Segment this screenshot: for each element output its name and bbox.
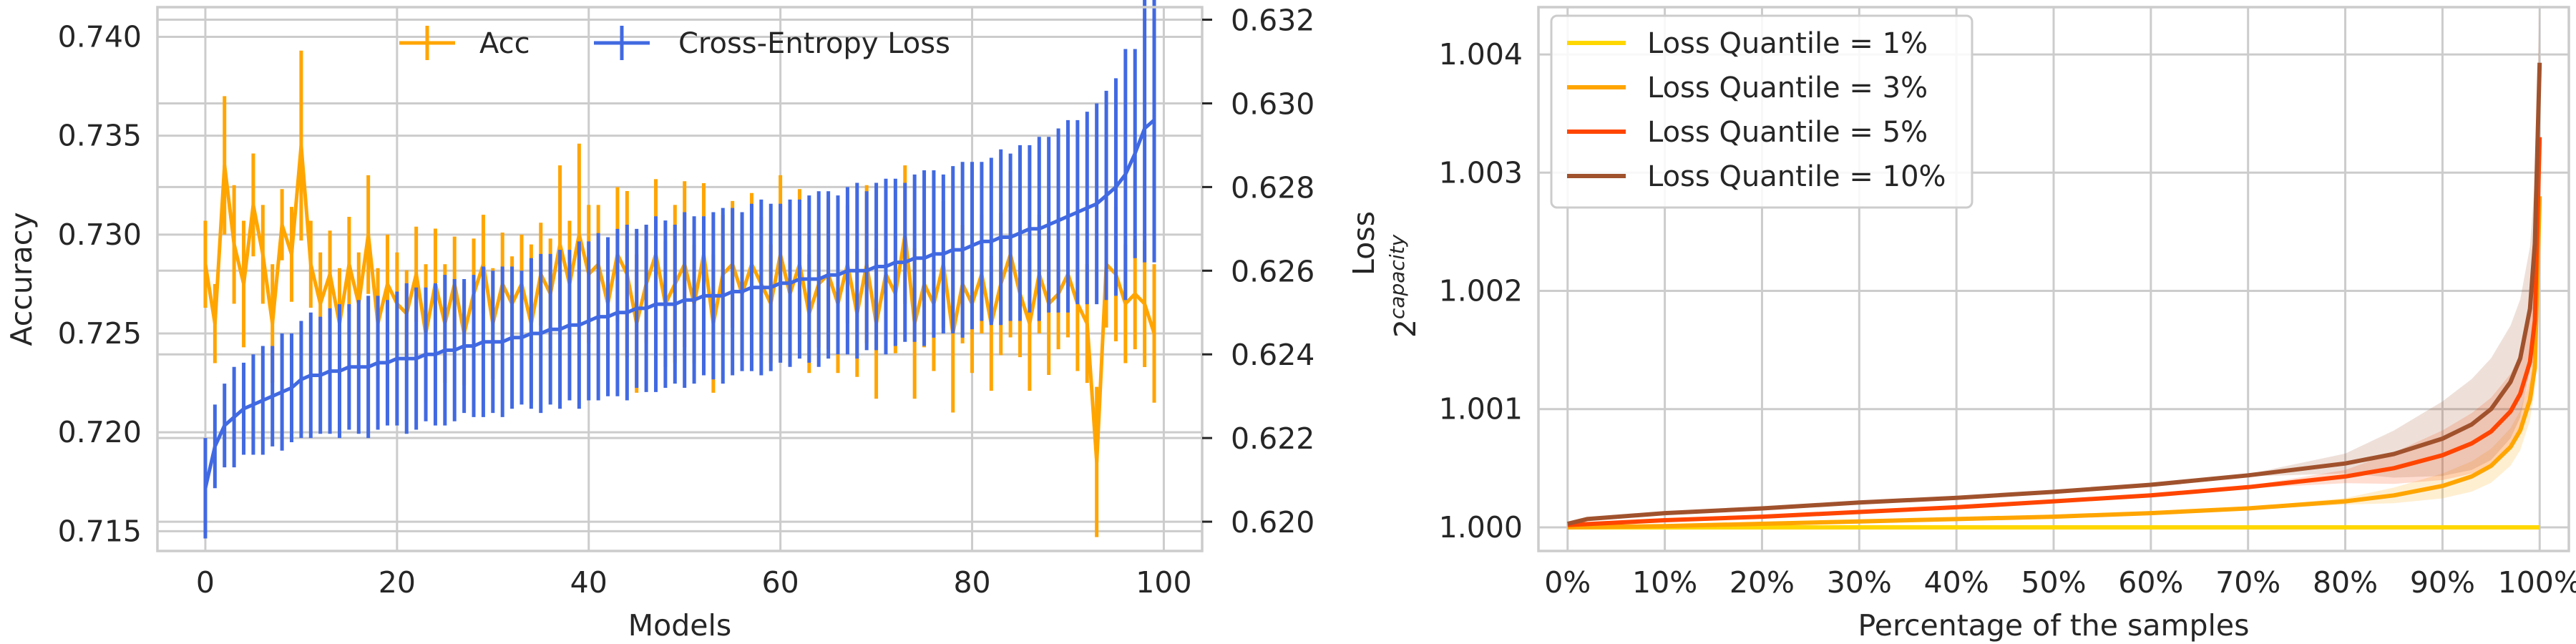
y-label-exponent: capacity bbox=[1385, 234, 1409, 319]
left-x-tick-label: 0 bbox=[196, 565, 215, 600]
right-x-tick-label: 100% bbox=[2498, 565, 2576, 600]
right-x-tick-label: 40% bbox=[1924, 565, 1989, 600]
right-y-tick-label: 1.002 bbox=[1439, 274, 1523, 308]
right-legend: Loss Quantile = 1% Loss Quantile = 3% Loss… bbox=[1550, 14, 1974, 209]
right-x-tick-label: 30% bbox=[1827, 565, 1892, 600]
legend-label: Loss Quantile = 1% bbox=[1647, 27, 1928, 60]
right-y-tick-label: 0.620 bbox=[1231, 505, 1314, 540]
left-chart: 0 20 40 60 80 100 0.715 0.720 0.725 0.730 0.735 0.… bbox=[4, 0, 1381, 643]
right-x-tick-label: 50% bbox=[2021, 565, 2086, 600]
legend-cross-entropy-loss: Cross-Entropy Loss bbox=[678, 27, 950, 60]
left-y-tick-label: 0.735 bbox=[58, 119, 142, 153]
legend-acc: Acc bbox=[479, 27, 530, 60]
right-x-tick-label: 90% bbox=[2410, 565, 2475, 600]
left-x-axis-label: Models bbox=[628, 608, 731, 643]
left-x-tick-label: 80 bbox=[953, 565, 990, 600]
quantile-line bbox=[1567, 196, 2542, 530]
right-y-tick-label: 1.004 bbox=[1439, 37, 1523, 72]
right-y-tick-label: 1.000 bbox=[1439, 510, 1523, 545]
legend-label: Loss Quantile = 10% bbox=[1647, 160, 1946, 193]
right-y-tick-label: 0.628 bbox=[1231, 170, 1314, 205]
quantile-band bbox=[1567, 0, 2540, 525]
left-y-tick-label: 0.730 bbox=[58, 218, 142, 252]
left-x-tick-label: 20 bbox=[379, 565, 416, 600]
right-plot-frame bbox=[1537, 6, 2570, 552]
acc-line bbox=[203, 144, 1156, 464]
quantile-line bbox=[1567, 62, 2542, 526]
right-x-tick-label: 80% bbox=[2313, 565, 2378, 600]
left-legend: Acc Cross-Entropy Loss bbox=[399, 26, 950, 60]
right-y-tick-label: 0.626 bbox=[1231, 254, 1314, 288]
right-y-axis-label: 2capacity bbox=[1385, 234, 1423, 338]
right-y-tick-label: 0.624 bbox=[1231, 338, 1314, 372]
right-y-axis-label: Loss bbox=[1347, 211, 1381, 275]
left-plot-frame bbox=[156, 6, 1204, 552]
quantile-line bbox=[1567, 137, 2542, 527]
left-x-tick-label: 100 bbox=[1136, 565, 1191, 600]
right-y-tick-label: 1.003 bbox=[1439, 155, 1523, 190]
right-x-tick-label: 20% bbox=[1729, 565, 1795, 600]
left-y-tick-label: 0.740 bbox=[58, 19, 142, 54]
quantile-band bbox=[1567, 175, 2540, 529]
right-y-tick-label: 0.632 bbox=[1231, 4, 1314, 38]
left-y-tick-label: 0.725 bbox=[58, 316, 142, 351]
left-x-tick-label: 60 bbox=[762, 565, 799, 600]
right-y-tick-label: 0.622 bbox=[1231, 421, 1314, 456]
left-y-axis-label: Accuracy bbox=[4, 212, 39, 346]
legend-label: Loss Quantile = 5% bbox=[1647, 116, 1928, 149]
right-x-axis-label: Percentage of the samples bbox=[1858, 608, 2250, 643]
left-y-tick-label: 0.720 bbox=[58, 415, 142, 449]
y-label-base: 2 bbox=[1388, 319, 1423, 338]
legend-label: Loss Quantile = 3% bbox=[1647, 72, 1928, 104]
right-y-tick-label: 0.630 bbox=[1231, 87, 1314, 121]
right-x-tick-label: 60% bbox=[2118, 565, 2183, 600]
right-x-tick-label: 70% bbox=[2215, 565, 2280, 600]
svg-text:2capacity: 2capacity bbox=[1385, 234, 1423, 338]
right-chart: 0% 10% 20% 30% 40% 50% 60% 70% 80% 90% 100% 1.000 1… bbox=[1385, 0, 2576, 643]
right-y-tick-label: 1.001 bbox=[1439, 392, 1523, 426]
right-x-tick-label: 0% bbox=[1544, 565, 1591, 600]
right-x-tick-label: 10% bbox=[1632, 565, 1697, 600]
left-y-tick-label: 0.715 bbox=[58, 514, 142, 548]
loss-line bbox=[203, 118, 1156, 489]
left-x-tick-label: 40 bbox=[570, 565, 608, 600]
